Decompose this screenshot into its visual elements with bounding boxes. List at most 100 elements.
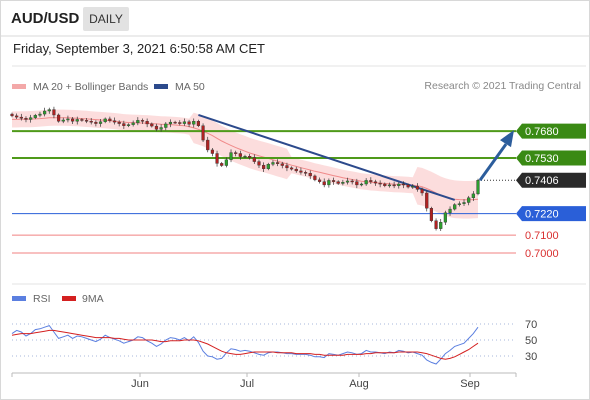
candle-body [462,202,466,204]
timestamp: Friday, September 3, 2021 6:50:58 AM CET [13,41,265,56]
rsi-lines [11,325,479,365]
candle-body [383,183,387,186]
candle-body [257,161,261,166]
ma20-legend-label: MA 20 + Bollinger Bands [33,81,148,93]
candle-body [303,172,308,174]
rsi-tick-label-50: 50 [525,335,537,347]
candle-body [61,119,65,122]
projection-arrow [478,130,514,182]
level-label-0-7220: 0.7220 [525,209,559,221]
candle-body [373,181,378,184]
price-levels [12,130,516,254]
period-badge[interactable]: DAILY [83,7,129,31]
candle-body [457,203,461,205]
ma50-series-line [198,114,456,201]
candlesticks [10,106,480,231]
level-tag-0-7220 [516,206,586,222]
level-label-0-7000: 0.7000 [525,248,559,260]
candle-body [168,121,173,125]
rsi-legend-label: RSI [33,293,51,305]
level-label-0-7530: 0.7530 [525,153,559,165]
candle-body [355,181,359,186]
candle-body [108,118,112,121]
candle-body [220,163,224,166]
candle-body [66,118,70,121]
candle-body [94,121,98,124]
candle-body [201,125,205,141]
candle-body [159,127,163,130]
candle-body [38,113,42,116]
candle-body [234,152,238,154]
candle-body [359,183,364,186]
candle-body [392,184,396,187]
candle-body [471,193,475,199]
ma50-legend-swatch [154,84,168,89]
candle-body [425,192,429,209]
candle-body [112,120,117,123]
candle-body [192,121,196,125]
candle-body [327,180,331,186]
x-tick-label-aug: Aug [349,378,369,390]
candle-body [411,186,415,188]
candle-body [238,153,242,157]
rsi-gridlines: 30 50 70 [12,319,537,363]
candle-body [15,115,19,118]
rsi-tick-label-30: 30 [525,351,537,363]
candle-body [397,183,401,186]
candle-body [57,114,61,122]
candle-body [313,175,317,181]
candle-body [84,120,89,122]
chart-header: AUD/USD DAILY [0,0,590,36]
candle-body [336,181,340,184]
projection-arrow-head [500,130,514,148]
candle-body [476,180,480,195]
rsi-ma-legend-label: 9MA [82,293,104,305]
candle-body [420,189,424,194]
candle-body [98,121,103,124]
candle-body [248,156,252,158]
candle-body [47,109,51,112]
candle-body [467,197,471,203]
research-credit: Research © 2021 Trading Central [424,80,581,92]
ma50-legend-label: MA 50 [175,81,205,93]
ma50-line [198,114,456,201]
candle-body [24,117,28,120]
candle-body [229,152,233,160]
candle-body [70,118,75,122]
level-tag-0-7680 [516,123,586,139]
candle-body [266,164,270,169]
level-tag-0-7406 [516,172,586,188]
candle-body [308,173,312,177]
candle-body [252,157,256,162]
rsi-ma-legend-swatch [62,296,76,301]
candle-body [439,221,443,229]
candle-body [350,180,354,183]
bollinger-band-area [12,109,478,219]
candle-body [345,180,350,183]
candle-body [406,184,410,188]
projection-arrow-shaft [478,143,508,182]
candle-body [182,121,187,124]
candle-body [19,116,23,119]
candle-body [196,121,200,126]
candle-body [378,182,382,185]
candle-body [164,123,168,128]
bollinger-band [12,109,478,219]
candle-body [150,123,154,127]
candle-body [122,123,126,126]
candle-body [131,122,135,125]
candle-body [401,183,406,186]
candle-body [341,182,345,184]
x-tick-label-jun: Jun [131,378,149,390]
rsi-tick-label-70: 70 [525,319,537,331]
candle-body [224,159,228,166]
level-tag-0-7530 [516,150,586,166]
candle-body [387,184,392,187]
candle-body [364,180,368,185]
candle-body [33,115,37,118]
candle-body [294,168,298,172]
candle-body [271,162,275,165]
candle-body [262,164,266,169]
x-tick-label-sep: Sep [460,378,480,390]
